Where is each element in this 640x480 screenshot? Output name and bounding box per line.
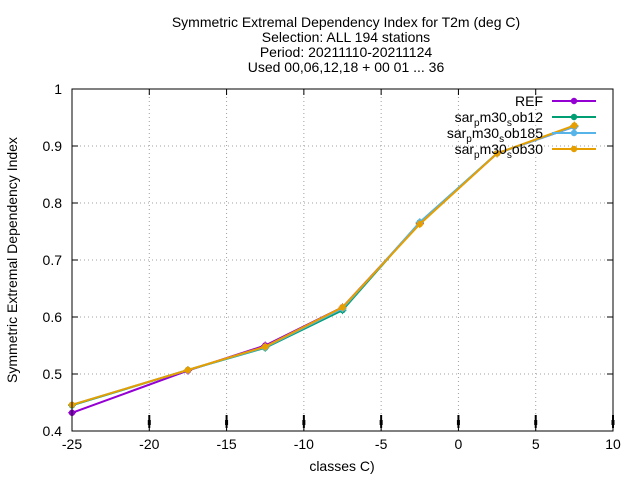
legend-text-part: sar [455, 141, 475, 157]
sample-markers [147, 415, 615, 428]
title-line-1: Symmetric Extremal Dependency Index for … [172, 14, 520, 30]
legend-item-2: sarpm30sob12 [455, 109, 596, 129]
y-tick-label: 0.5 [43, 366, 63, 382]
legend-text-part: m30 [480, 141, 507, 157]
x-tick-label: 10 [605, 436, 621, 452]
x-tick-label: 0 [455, 436, 463, 452]
legend-subscript: p [474, 118, 480, 129]
y-axis-label: Symmetric Extremal Dependency Index [4, 137, 20, 383]
legend-subscript: s [507, 118, 512, 129]
title-line-4: Used 00,06,12,18 + 00 01 ... 36 [248, 59, 445, 75]
legend-text-part: ob12 [512, 109, 543, 125]
series-4 [68, 121, 579, 409]
legend-subscript: s [499, 134, 504, 145]
legend-text-part: m30 [472, 125, 499, 141]
sample-marker-cap [456, 420, 460, 425]
plot-frame [71, 88, 614, 432]
legend-subscript: p [466, 134, 472, 145]
legend-swatch-point [570, 113, 578, 121]
legend-swatch-point [570, 129, 578, 137]
series-line [71, 125, 575, 406]
y-tick-label: 0.4 [43, 423, 63, 439]
legend-label: sarpm30sob30 [455, 141, 544, 161]
legend-swatch-point [570, 97, 578, 105]
series-line [71, 125, 575, 407]
y-tick-label: 0.8 [43, 195, 63, 211]
series-2 [68, 122, 579, 410]
x-tick-label: -10 [294, 436, 314, 452]
sample-marker-cap [147, 420, 151, 425]
x-tick-label: -5 [375, 436, 388, 452]
legend-text-part: m30 [480, 109, 507, 125]
x-tick-label: -20 [139, 436, 159, 452]
sample-marker-cap [379, 420, 383, 425]
series-line [71, 125, 575, 414]
series-3 [68, 122, 579, 409]
x-axis-label: classes C) [309, 458, 374, 474]
series-group [68, 121, 579, 417]
legend-text-part: sar [455, 109, 475, 125]
sample-marker-cap [534, 420, 538, 425]
series-1 [68, 122, 579, 417]
x-tick-label: 5 [532, 436, 540, 452]
legend-item-4: sarpm30sob30 [455, 141, 596, 161]
title-line-3: Period: 20211110-20211124 [260, 44, 433, 60]
y-tick-label: 1 [54, 81, 62, 97]
legend-subscript: s [507, 150, 512, 161]
legend-text-part: ob30 [512, 141, 543, 157]
y-tick-label: 0.7 [43, 252, 63, 268]
series-line [71, 124, 575, 406]
legend-label: sarpm30sob185 [447, 125, 543, 145]
legend-item-1: REF [515, 93, 596, 109]
legend-item-3: sarpm30sob185 [447, 125, 596, 145]
sample-marker-cap [225, 420, 229, 425]
chart-title: Symmetric Extremal Dependency Index for … [172, 14, 520, 75]
grid [72, 89, 613, 431]
y-tick-label: 0.6 [43, 309, 63, 325]
legend-text-part: ob185 [504, 125, 543, 141]
legend-label: REF [515, 93, 543, 109]
legend-label: sarpm30sob12 [455, 109, 544, 129]
legend-swatch-point [570, 145, 578, 153]
y-tick-label: 0.9 [43, 138, 63, 154]
legend-text-part: sar [447, 125, 467, 141]
x-tick-label: -25 [62, 436, 82, 452]
x-tick-label: -15 [216, 436, 236, 452]
sample-marker-cap [302, 420, 306, 425]
title-line-2: Selection: ALL 194 stations [262, 29, 430, 45]
legend-subscript: p [474, 150, 480, 161]
